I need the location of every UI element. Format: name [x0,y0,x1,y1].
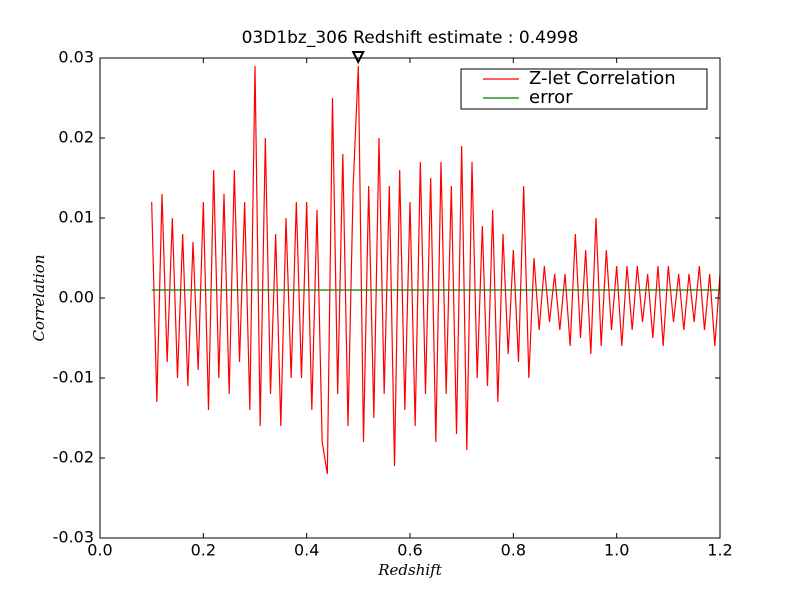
y-tick-label: -0.01 [53,368,94,387]
x-tick-label: 1.0 [604,541,629,560]
y-axis-label: Correlation [30,255,48,342]
y-tick-label: 0.03 [58,48,94,67]
x-tick-label: 1.2 [707,541,732,560]
x-tick-label: 0.8 [501,541,526,560]
x-tick-label: 0.4 [294,541,319,560]
y-tick-label: 0.01 [58,208,94,227]
y-tick-label: -0.02 [53,448,94,467]
y-tick-label: 0.02 [58,128,94,147]
series-line [151,65,721,475]
x-tick-label: 0.0 [87,541,112,560]
legend-label: error [529,87,573,108]
legend-label: Z-let Correlation [529,68,676,89]
x-axis-label: Redshift [377,561,442,579]
x-tick-label: 0.6 [397,541,422,560]
chart-title: 03D1bz_306 Redshift estimate : 0.4998 [242,28,579,48]
legend-box [460,68,708,110]
estimate-marker [351,51,365,65]
y-tick-label: 0.00 [58,288,94,307]
x-tick-label: 0.2 [191,541,216,560]
y-tick-label: -0.03 [53,528,94,547]
